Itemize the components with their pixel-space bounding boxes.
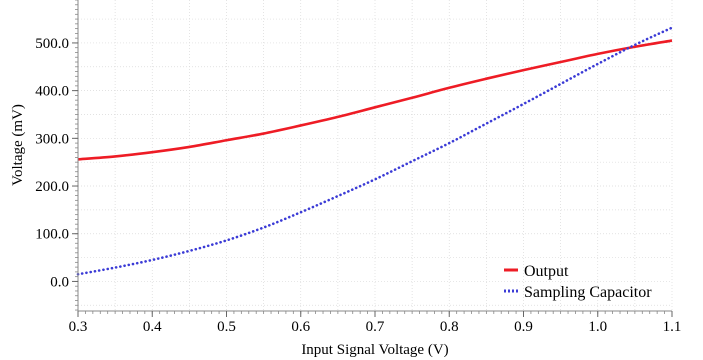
x-tick-label: 0.4: [143, 319, 162, 335]
y-tick-label: 0.0: [50, 274, 69, 290]
x-tick-label: 0.7: [366, 319, 385, 335]
x-tick-label: 1.0: [588, 319, 607, 335]
y-tick-label: 300.0: [35, 131, 69, 147]
axes: 0.3 0.4 0.5 0.6 0.7 0.8 0.9 1.0 1.1 0.0 100.0 200.0…: [35, 0, 681, 335]
series-layer: [76, 26, 674, 276]
x-tick-label: 0.3: [69, 319, 88, 335]
x-axis-title: Input Signal Voltage (V): [301, 342, 448, 358]
legend-label-output: Output: [524, 263, 569, 280]
y-axis-title: Voltage (mV): [10, 104, 26, 186]
series-line-output: [77, 39, 673, 161]
series-line-sampling-capacitor: [76, 26, 674, 276]
y-tick-label: 100.0: [35, 227, 69, 243]
y-tick-label: 400.0: [35, 84, 69, 100]
y-tick-label: 500.0: [35, 36, 69, 52]
x-tick-label: 0.8: [440, 319, 459, 335]
legend: Output Sampling Capacitor: [504, 263, 652, 301]
y-tick-label: 200.0: [35, 179, 69, 195]
x-tick-label: 0.6: [291, 319, 310, 335]
x-tick-label: 0.5: [217, 319, 236, 335]
grid: [77, 0, 673, 311]
x-tick-label: 1.1: [663, 319, 682, 335]
legend-label-sampling-capacitor: Sampling Capacitor: [524, 284, 652, 301]
x-tick-label: 0.9: [514, 319, 533, 335]
